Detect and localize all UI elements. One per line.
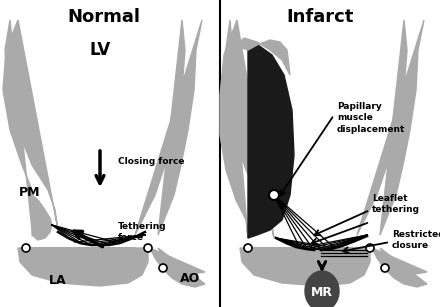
Polygon shape [357,20,424,235]
Text: Normal: Normal [67,8,140,26]
Polygon shape [150,248,205,287]
Circle shape [159,264,167,272]
Text: Infarct: Infarct [286,8,354,26]
Text: LA: LA [49,274,67,286]
Circle shape [144,244,152,252]
Text: LV: LV [89,41,110,59]
Circle shape [366,244,374,252]
Polygon shape [240,248,370,286]
Text: Papillary
muscle
displacement: Papillary muscle displacement [337,103,405,134]
Text: PM: PM [19,185,41,199]
Circle shape [22,244,30,252]
Text: Restricted
closure: Restricted closure [392,230,440,250]
Text: Leaflet
tethering: Leaflet tethering [372,194,420,214]
Polygon shape [305,271,339,307]
Circle shape [381,264,389,272]
Circle shape [269,190,279,200]
Text: AO: AO [180,271,200,285]
Polygon shape [248,45,294,238]
Text: Tethering
force: Tethering force [118,222,167,242]
Polygon shape [220,20,274,238]
Polygon shape [32,195,52,240]
Polygon shape [372,248,427,287]
Polygon shape [135,20,202,235]
Text: Closing force: Closing force [118,157,184,166]
Text: MR: MR [311,286,333,298]
Circle shape [244,244,252,252]
Polygon shape [18,248,148,286]
Polygon shape [240,38,290,75]
Polygon shape [3,20,58,230]
